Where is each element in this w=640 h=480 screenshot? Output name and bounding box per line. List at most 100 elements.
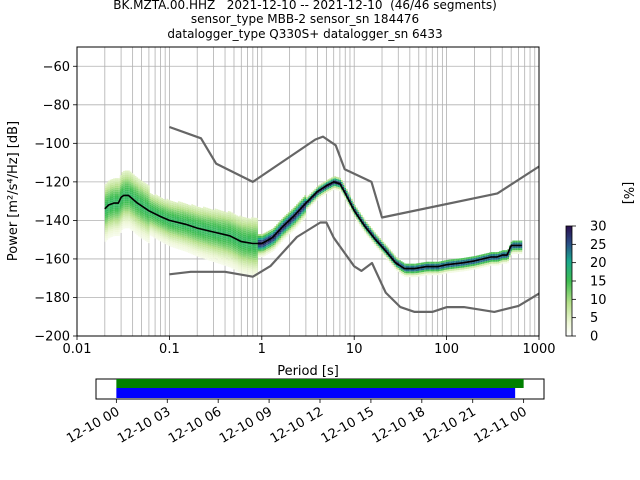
heatmap-cell (149, 220, 152, 223)
heatmap-cell (251, 253, 253, 256)
heatmap-cell (362, 225, 365, 227)
heatmap-cell (158, 211, 160, 214)
heatmap-cell (153, 208, 155, 211)
heatmap-cell (207, 231, 210, 234)
heatmap-cell (242, 272, 245, 275)
heatmap-cell (374, 242, 376, 244)
heatmap-cell (422, 264, 425, 267)
heatmap-cell (197, 247, 200, 250)
heatmap-cell (365, 233, 368, 236)
heatmap-cell (134, 185, 137, 188)
heatmap-cell (244, 261, 247, 264)
heatmap-cell (329, 184, 332, 187)
heatmap-cell (242, 257, 245, 260)
heatmap-cell (104, 224, 107, 227)
heatmap-cell (292, 227, 295, 229)
heatmap-cell (108, 201, 110, 204)
heatmap-cell (246, 233, 248, 236)
heatmap-cell (435, 269, 438, 272)
heatmap-cell (118, 178, 120, 181)
heatmap-cell (106, 182, 109, 185)
heatmap-cell (108, 190, 110, 193)
heatmap-cell (239, 254, 242, 256)
heatmap-cell (134, 204, 137, 207)
heatmap-cell (219, 246, 222, 249)
heatmap-cell (173, 234, 175, 237)
heatmap-cell (196, 252, 198, 255)
heatmap-cell (141, 194, 144, 197)
heatmap-cell (500, 258, 503, 261)
heatmap-cell (163, 239, 165, 242)
heatmap-cell (337, 177, 340, 180)
heatmap-cell (237, 237, 240, 240)
heatmap-cell (161, 225, 164, 227)
heatmap-cell (134, 187, 137, 190)
heatmap-cell (326, 187, 328, 190)
heatmap-cell (226, 239, 228, 242)
timeline-bar-data (116, 379, 524, 388)
heatmap-cell (174, 232, 177, 235)
heatmap-cell (231, 260, 233, 263)
heatmap-cell (209, 258, 212, 261)
heatmap-cell (169, 211, 172, 214)
heatmap-cell (246, 239, 248, 241)
heatmap-cell (148, 187, 150, 190)
heatmap-cell (179, 219, 182, 222)
heatmap-cell (163, 218, 165, 221)
heatmap-cell (274, 245, 277, 248)
heatmap-cell (489, 260, 491, 263)
heatmap-cell (291, 218, 293, 221)
heatmap-cell (257, 249, 260, 252)
heatmap-cell (467, 264, 470, 267)
heatmap-cell (138, 178, 140, 181)
heatmap-cell (236, 240, 238, 243)
heatmap-cell (251, 219, 253, 222)
heatmap-cell (254, 275, 257, 278)
heatmap-cell (207, 235, 210, 238)
heatmap-cell (462, 267, 465, 270)
heatmap-cell (232, 255, 235, 258)
heatmap-cell (364, 221, 366, 224)
heatmap-cell (507, 249, 509, 252)
heatmap-cell (184, 238, 187, 241)
heatmap-cell (146, 201, 149, 204)
heatmap-cell (246, 265, 248, 268)
heatmap-cell (199, 221, 202, 223)
heatmap-cell (176, 233, 178, 236)
heatmap-cell (149, 216, 152, 219)
heatmap-cell (113, 222, 115, 225)
heatmap-cell (124, 174, 127, 177)
x-tick-label: 0.1 (159, 342, 180, 357)
heatmap-cell (306, 202, 308, 205)
heatmap-cell (352, 213, 355, 216)
heatmap-cell (128, 214, 130, 217)
heatmap-cell (241, 228, 243, 230)
colorbar-tick-label: 5 (590, 311, 598, 326)
heatmap-cell (226, 231, 228, 234)
heatmap-cell (177, 232, 180, 234)
heatmap-cell (297, 219, 300, 222)
heatmap-cell (199, 246, 202, 248)
heatmap-cell (505, 261, 508, 264)
heatmap-cell (254, 238, 257, 241)
heatmap-cell (202, 235, 205, 238)
heatmap-cell (214, 235, 217, 238)
heatmap-cell (301, 202, 303, 205)
heatmap-cell (334, 185, 336, 188)
heatmap-cell (207, 241, 210, 244)
heatmap-cell (377, 240, 380, 243)
heatmap-cell (197, 220, 200, 223)
heatmap-cell (121, 197, 124, 200)
heatmap-cell (166, 241, 169, 244)
heatmap-cell (279, 239, 282, 242)
heatmap-cell (133, 191, 135, 194)
heatmap-cell (184, 211, 187, 214)
heatmap-cell (192, 251, 195, 254)
heatmap-cell (507, 260, 509, 263)
heatmap-cell (139, 220, 142, 223)
heatmap-cell (291, 220, 293, 223)
heatmap-cell (128, 216, 130, 219)
heatmap-cell (442, 272, 445, 275)
heatmap-cell (515, 240, 518, 243)
heatmap-cell (123, 174, 125, 177)
